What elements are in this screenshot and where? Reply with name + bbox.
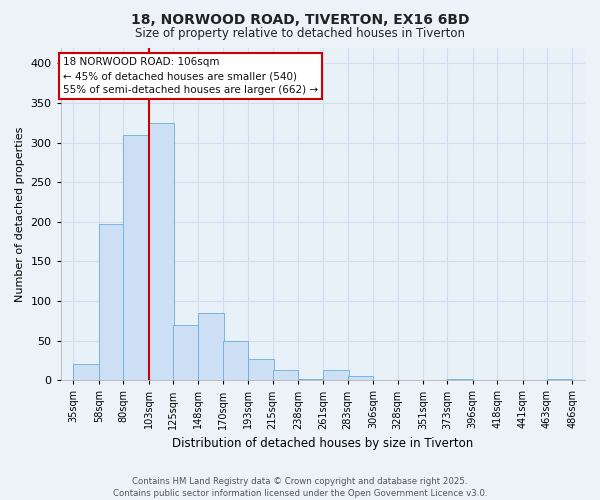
Y-axis label: Number of detached properties: Number of detached properties: [15, 126, 25, 302]
Bar: [547, 378, 572, 380]
Bar: [447, 378, 473, 380]
Bar: [149, 123, 174, 380]
Bar: [73, 364, 99, 380]
Bar: [348, 376, 373, 380]
Bar: [248, 359, 274, 380]
Text: Size of property relative to detached houses in Tiverton: Size of property relative to detached ho…: [135, 28, 465, 40]
Bar: [173, 325, 199, 380]
Bar: [298, 378, 323, 380]
Text: Contains HM Land Registry data © Crown copyright and database right 2025.
Contai: Contains HM Land Registry data © Crown c…: [113, 476, 487, 498]
Bar: [323, 370, 349, 380]
X-axis label: Distribution of detached houses by size in Tiverton: Distribution of detached houses by size …: [172, 437, 473, 450]
Bar: [99, 224, 124, 380]
Bar: [223, 340, 248, 380]
Bar: [272, 370, 298, 380]
Text: 18 NORWOOD ROAD: 106sqm
← 45% of detached houses are smaller (540)
55% of semi-d: 18 NORWOOD ROAD: 106sqm ← 45% of detache…: [63, 57, 318, 95]
Bar: [199, 313, 224, 380]
Bar: [123, 134, 149, 380]
Text: 18, NORWOOD ROAD, TIVERTON, EX16 6BD: 18, NORWOOD ROAD, TIVERTON, EX16 6BD: [131, 12, 469, 26]
